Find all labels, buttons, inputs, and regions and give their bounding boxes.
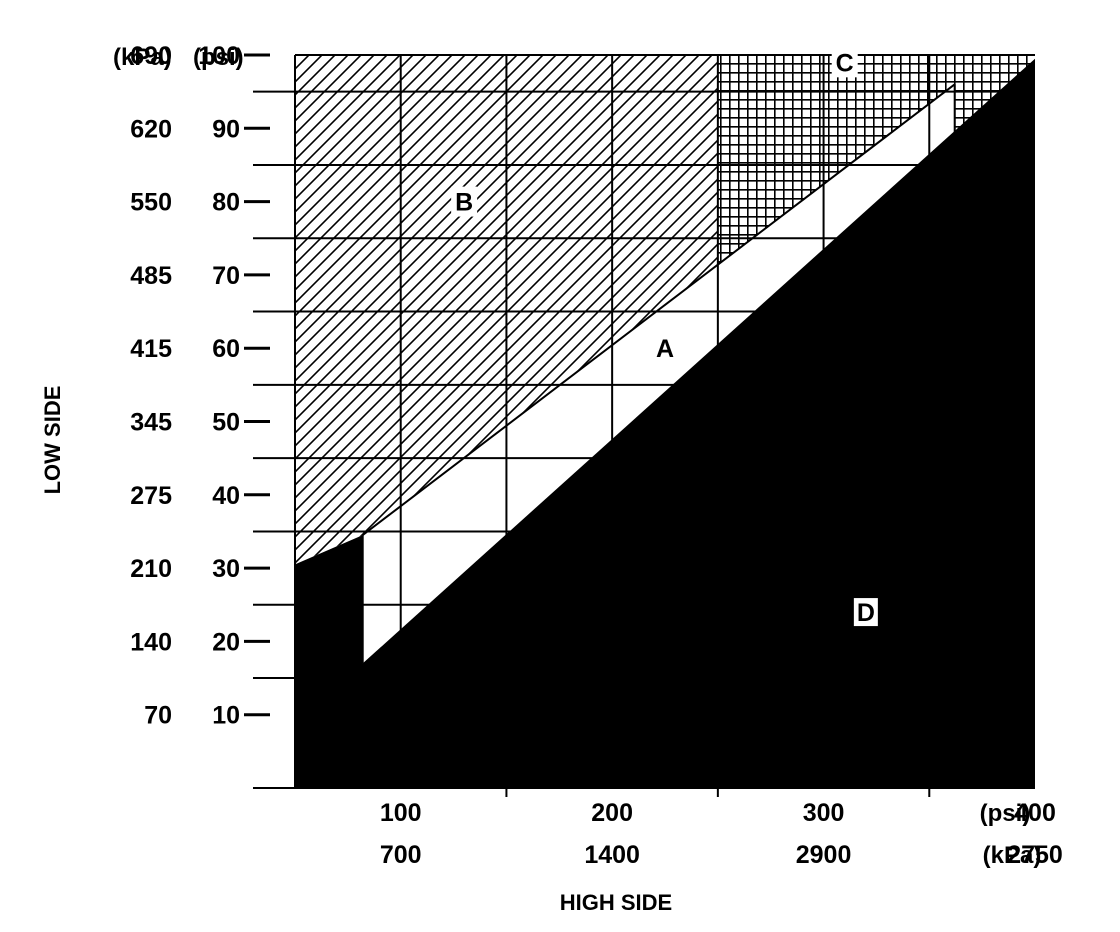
- region-b-label: B: [455, 189, 473, 217]
- region-fills: [295, 55, 1035, 788]
- x-tick-label-kpa: 2750: [1007, 841, 1063, 869]
- x-unit-kpa: (kPa): [983, 842, 1042, 869]
- y-tick-label-kpa: 415: [130, 335, 172, 363]
- region-labels: A B C D: [451, 47, 880, 629]
- region-d-label: D: [857, 599, 875, 627]
- y-tick-label-kpa: 620: [130, 115, 172, 143]
- region-a-label: A: [656, 335, 674, 363]
- region-c-fill: [717, 55, 1035, 290]
- y-tick-label-psi: 40: [212, 482, 240, 510]
- x-axis-title: HIGH SIDE: [560, 890, 672, 915]
- y-tick-label-psi: 90: [212, 115, 240, 143]
- region-b-label-box: [451, 186, 478, 217]
- y-tick-label-psi: 20: [212, 628, 240, 656]
- y-unit-kpa: (kPa): [113, 44, 172, 71]
- y-tick-label-kpa: 210: [130, 555, 172, 583]
- x-tick-label-psi: 300: [803, 799, 845, 827]
- region-a-label-box: [652, 333, 678, 364]
- region-a-upper-boundary: [362, 83, 956, 536]
- y-tick-label-psi: 60: [212, 335, 240, 363]
- y-tick-label-kpa: 550: [130, 189, 172, 217]
- axes: [253, 54, 1035, 797]
- y-axis-ticks: 10 70 20 140 30 210 40 275 50 345 60 415 70 485 80 550 9…: [130, 42, 270, 730]
- x-tick-label-psi: 200: [591, 799, 633, 827]
- y-tick-label-kpa: 140: [130, 628, 172, 656]
- x-axis-ticks: 100 700 200 1400 300 2900 400 2750: [380, 799, 1063, 869]
- boundary-lines: [361, 83, 956, 664]
- x-tick-label-psi: 100: [380, 799, 422, 827]
- y-tick-label-psi: 70: [212, 262, 240, 290]
- y-unit-psi: (psi): [193, 44, 244, 71]
- x-tick-label-psi: 400: [1014, 799, 1056, 827]
- region-d-label-box: [851, 596, 880, 629]
- y-tick-label-psi: 50: [212, 409, 240, 437]
- region-c-label: C: [836, 49, 854, 77]
- y-tick-label-psi: 10: [212, 702, 240, 730]
- x-tick-label-kpa: 2900: [796, 841, 852, 869]
- y-tick-label-psi: 100: [198, 42, 240, 70]
- region-c-label-box: [831, 47, 858, 78]
- x-tick-label-kpa: 1400: [584, 841, 640, 869]
- x-unit-psi: (psi): [980, 800, 1031, 827]
- region-a-fill: [362, 84, 955, 664]
- y-tick-label-kpa: 345: [130, 409, 172, 437]
- y-tick-label-kpa: 690: [130, 42, 172, 70]
- region-d-fill: [295, 55, 1035, 788]
- y-tick-label-kpa: 70: [144, 702, 172, 730]
- x-tick-label-kpa: 700: [380, 841, 422, 869]
- y-tick-label-kpa: 275: [130, 482, 172, 510]
- y-tick-label-psi: 80: [212, 189, 240, 217]
- y-axis-title: LOW SIDE: [40, 386, 65, 495]
- y-tick-label-psi: 30: [212, 555, 240, 583]
- y-tick-label-kpa: 485: [130, 262, 172, 290]
